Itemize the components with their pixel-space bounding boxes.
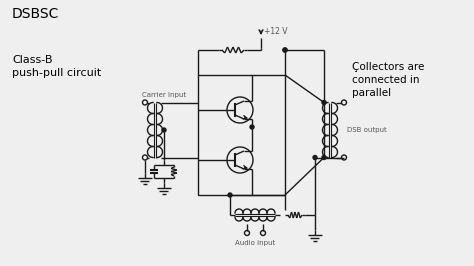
Text: Class-B
push-pull circuit: Class-B push-pull circuit: [12, 55, 101, 78]
Text: Carrier input: Carrier input: [142, 92, 186, 98]
Circle shape: [322, 101, 326, 105]
Text: DSB output: DSB output: [347, 127, 387, 133]
Circle shape: [283, 48, 287, 52]
Text: +12 V: +12 V: [264, 27, 288, 36]
Circle shape: [283, 48, 287, 52]
Circle shape: [162, 128, 166, 132]
Circle shape: [228, 193, 232, 197]
Text: Çollectors are
connected in
parallel: Çollectors are connected in parallel: [352, 62, 424, 98]
Circle shape: [322, 156, 326, 160]
Circle shape: [313, 156, 317, 160]
Bar: [198, 75, 285, 195]
Text: DSBSC: DSBSC: [12, 7, 59, 21]
Text: Audio input: Audio input: [235, 240, 275, 246]
Circle shape: [250, 125, 254, 129]
